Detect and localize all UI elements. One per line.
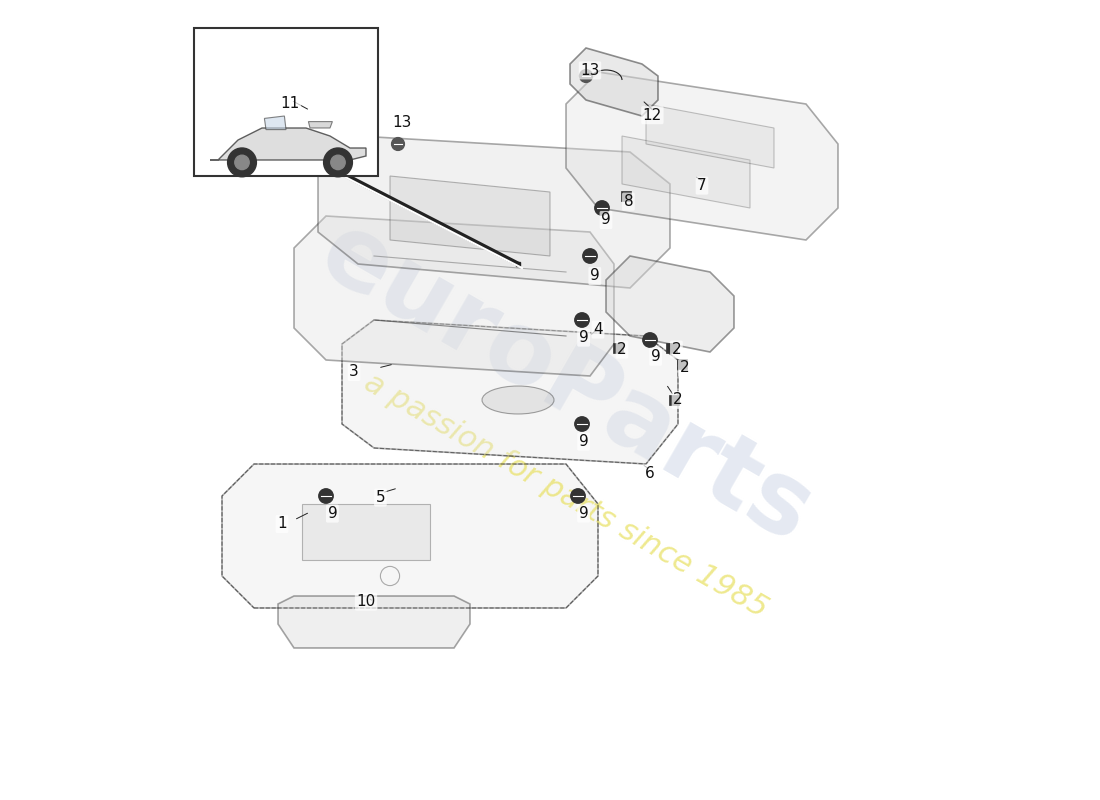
- Bar: [613, 342, 624, 354]
- Text: 7: 7: [697, 178, 707, 193]
- Text: 5: 5: [375, 490, 385, 505]
- Circle shape: [575, 417, 590, 431]
- Text: 9: 9: [590, 269, 600, 283]
- Text: 2: 2: [672, 342, 681, 357]
- Circle shape: [595, 201, 609, 215]
- Text: 3: 3: [349, 365, 359, 379]
- Circle shape: [580, 70, 593, 82]
- Ellipse shape: [482, 386, 554, 414]
- Text: 13: 13: [393, 115, 411, 130]
- Text: 1: 1: [277, 517, 287, 531]
- Text: 9: 9: [601, 213, 610, 227]
- Polygon shape: [210, 128, 366, 160]
- Circle shape: [323, 148, 352, 177]
- Bar: [669, 395, 679, 405]
- Polygon shape: [264, 116, 286, 130]
- Polygon shape: [390, 176, 550, 256]
- Bar: [194, 28, 378, 176]
- Text: 8: 8: [624, 194, 634, 209]
- Circle shape: [571, 489, 585, 503]
- Text: euroParts: euroParts: [302, 204, 829, 564]
- Bar: [667, 342, 676, 354]
- Circle shape: [392, 138, 405, 150]
- Circle shape: [228, 148, 256, 177]
- Polygon shape: [302, 504, 430, 560]
- Text: a passion for parts since 1985: a passion for parts since 1985: [359, 368, 773, 624]
- Polygon shape: [222, 464, 598, 608]
- Polygon shape: [566, 72, 838, 240]
- Circle shape: [575, 313, 590, 327]
- Text: 10: 10: [356, 594, 375, 609]
- Bar: [676, 358, 688, 369]
- Polygon shape: [294, 216, 614, 376]
- Circle shape: [234, 155, 250, 170]
- Text: 4: 4: [593, 322, 603, 337]
- Circle shape: [331, 155, 345, 170]
- Polygon shape: [308, 122, 332, 128]
- Polygon shape: [342, 320, 678, 464]
- Text: 9: 9: [328, 506, 338, 521]
- Polygon shape: [646, 104, 774, 168]
- Text: 9: 9: [579, 330, 588, 345]
- Text: 11: 11: [280, 97, 299, 111]
- Text: 2: 2: [673, 393, 683, 407]
- Bar: [620, 190, 631, 201]
- Circle shape: [583, 249, 597, 263]
- Text: 2: 2: [680, 361, 690, 375]
- Circle shape: [319, 489, 333, 503]
- Text: 2: 2: [617, 342, 627, 357]
- Text: 6: 6: [645, 466, 654, 481]
- Polygon shape: [570, 48, 658, 116]
- Text: 9: 9: [579, 434, 588, 449]
- Text: 9: 9: [579, 506, 588, 521]
- Circle shape: [642, 333, 657, 347]
- Polygon shape: [621, 136, 750, 208]
- Text: 12: 12: [642, 108, 662, 122]
- Text: 9: 9: [651, 350, 660, 364]
- Polygon shape: [606, 256, 734, 352]
- Text: 13: 13: [581, 63, 600, 78]
- Polygon shape: [318, 136, 670, 288]
- Polygon shape: [278, 596, 470, 648]
